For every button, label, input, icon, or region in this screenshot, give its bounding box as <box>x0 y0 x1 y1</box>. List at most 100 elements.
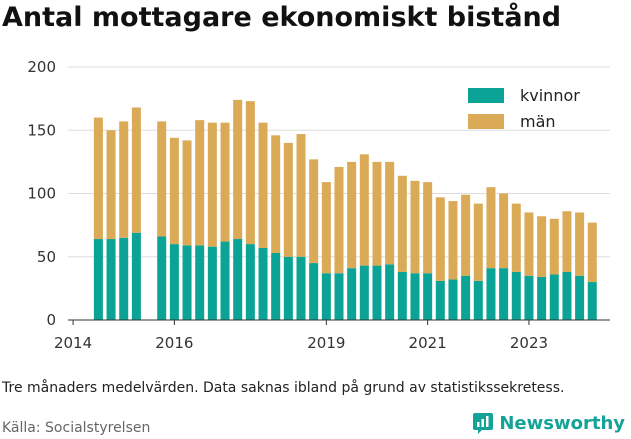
bars <box>93 99 597 320</box>
bar-man <box>334 166 344 274</box>
bar-kvinnor <box>499 268 509 320</box>
brand-name: Newsworthy <box>499 412 625 434</box>
bar-kvinnor <box>397 271 407 320</box>
bar-kvinnor <box>233 239 243 320</box>
bar-man <box>258 122 268 248</box>
legend: kvinnor män <box>468 86 580 131</box>
bar-kvinnor <box>423 273 433 320</box>
bar-kvinnor <box>461 275 471 320</box>
bar-man <box>321 182 331 274</box>
x-tick-label: 2019 <box>307 334 345 352</box>
bar-kvinnor <box>106 239 116 320</box>
bar-kvinnor <box>486 268 496 320</box>
bar-man <box>207 122 217 247</box>
bar-kvinnor <box>473 280 483 320</box>
bar-man <box>372 161 382 266</box>
y-tick-label: 200 <box>27 58 56 76</box>
bar-man <box>499 193 509 269</box>
legend-swatch-man <box>468 114 504 129</box>
bar-man <box>220 122 230 242</box>
bar-man <box>157 121 167 237</box>
bar-man <box>182 140 192 246</box>
x-tick-label: 2023 <box>510 334 548 352</box>
brand-logo: Newsworthy <box>472 410 625 436</box>
bar-kvinnor <box>207 246 217 320</box>
bar-kvinnor <box>587 282 597 320</box>
bar-man <box>169 137 179 245</box>
bar-kvinnor <box>131 232 141 320</box>
bar-kvinnor <box>562 271 572 320</box>
bar-man <box>195 120 205 246</box>
bar-kvinnor <box>524 275 534 320</box>
bar-kvinnor <box>435 280 445 320</box>
legend-label-kvinnor: kvinnor <box>520 86 580 105</box>
legend-swatch-kvinnor <box>468 88 504 103</box>
bar-kvinnor <box>549 274 559 320</box>
axes: 0 50 100 150 200 2014 2016 2019 2021 2023 <box>27 58 610 352</box>
bar-kvinnor <box>271 252 281 320</box>
bar-kvinnor <box>321 273 331 320</box>
bar-man <box>309 159 319 264</box>
bar-man <box>296 134 306 257</box>
bar-kvinnor <box>347 268 357 320</box>
bar-man <box>397 175 407 272</box>
bar-kvinnor <box>157 236 167 320</box>
bar-kvinnor <box>575 275 585 320</box>
bar-man <box>347 161 357 269</box>
x-tick-label: 2016 <box>155 334 193 352</box>
y-tick-label: 150 <box>27 121 56 139</box>
bar-man <box>435 197 445 281</box>
bar-man <box>537 216 547 277</box>
bar-kvinnor <box>220 241 230 320</box>
bar-man <box>423 182 433 274</box>
bar-man <box>473 203 483 281</box>
bar-kvinnor <box>195 245 205 320</box>
bar-man <box>119 121 129 238</box>
bar-man <box>486 187 496 269</box>
legend-label-man: män <box>520 112 556 131</box>
bar-man <box>385 161 395 265</box>
bar-man <box>131 107 141 233</box>
chart-title: Antal mottagare ekonomiskt bistånd <box>2 2 562 33</box>
bar-man <box>410 180 420 274</box>
x-tick-label: 2021 <box>409 334 447 352</box>
bar-man <box>93 117 103 240</box>
bar-kvinnor <box>93 239 103 320</box>
bar-man <box>106 130 116 240</box>
bar-kvinnor <box>448 279 458 320</box>
bar-kvinnor <box>309 263 319 320</box>
bar-man <box>448 201 458 280</box>
bar-man <box>511 203 521 272</box>
bar-man <box>461 194 471 276</box>
bar-kvinnor <box>334 273 344 320</box>
bar-man <box>524 212 534 276</box>
bar-kvinnor <box>296 256 306 320</box>
bar-man <box>233 99 243 240</box>
bar-kvinnor <box>537 276 547 320</box>
bar-kvinnor <box>410 273 420 320</box>
x-tick-label: 2014 <box>54 334 92 352</box>
y-tick-label: 50 <box>37 248 56 266</box>
bar-kvinnor <box>372 265 382 320</box>
y-tick-label: 0 <box>46 311 56 329</box>
bar-kvinnor <box>359 265 369 320</box>
chart-source: Källa: Socialstyrelsen <box>2 420 151 436</box>
bar-kvinnor <box>385 264 395 320</box>
bar-man <box>587 222 597 283</box>
bar-kvinnor <box>169 244 179 320</box>
bar-kvinnor <box>245 244 255 320</box>
chart-note: Tre månaders medelvärden. Data saknas ib… <box>2 380 565 396</box>
bar-man <box>359 154 369 266</box>
bar-man <box>283 142 293 257</box>
bar-kvinnor <box>182 245 192 320</box>
y-tick-label: 100 <box>27 185 56 203</box>
newsworthy-icon <box>473 413 494 434</box>
bar-man <box>575 212 585 276</box>
bar-kvinnor <box>119 237 129 320</box>
bar-man <box>271 135 281 253</box>
bar-man <box>245 101 255 245</box>
bar-kvinnor <box>283 256 293 320</box>
bar-man <box>562 211 572 272</box>
stacked-bar-chart: 0 50 100 150 200 2014 2016 2019 2021 2023 kvinnor… <box>27 58 610 352</box>
bar-kvinnor <box>258 247 268 320</box>
